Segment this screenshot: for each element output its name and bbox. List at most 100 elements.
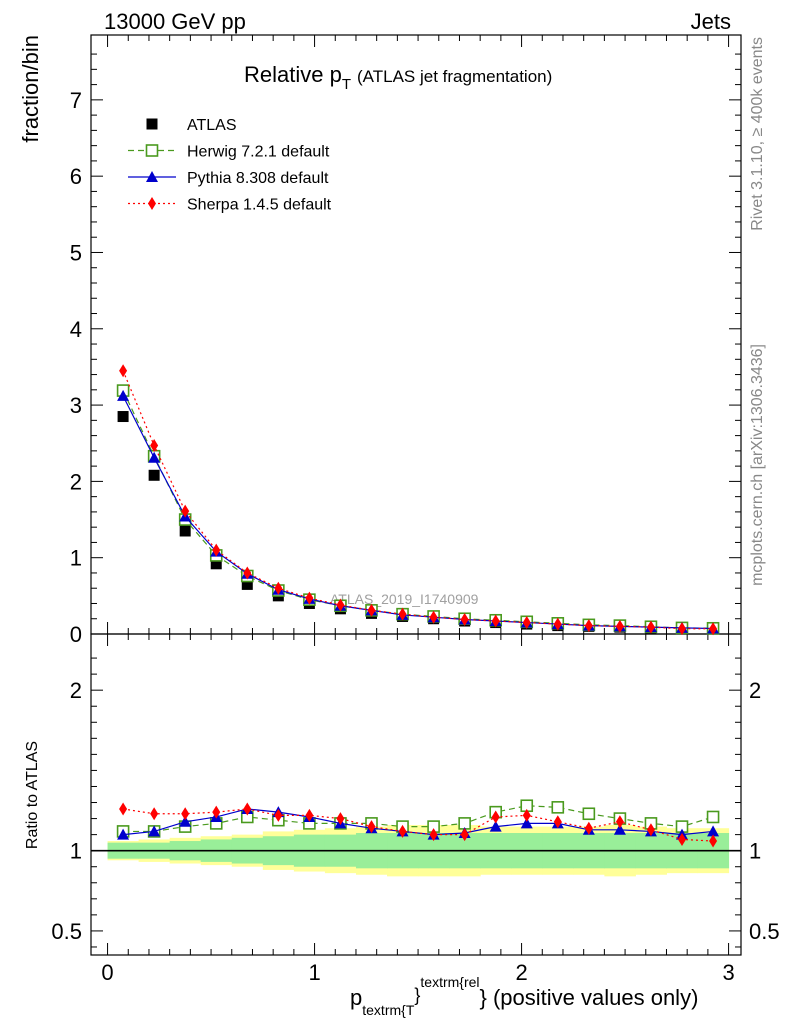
- title-suffix: (ATLAS jet fragmentation): [357, 67, 552, 86]
- legend-marker: [145, 144, 159, 157]
- legend-marker: [146, 171, 158, 182]
- data-point-ratio: [150, 807, 159, 821]
- data-point-main: [210, 558, 222, 570]
- header-right: Jets: [691, 9, 731, 34]
- data-point-ratio: [615, 815, 624, 829]
- title-sub: T: [342, 76, 351, 93]
- data-point-ratio: [119, 802, 128, 816]
- y-tick-label-ratio: 1: [70, 839, 82, 864]
- legend-marker: [146, 118, 158, 130]
- data-point-ratio: [212, 805, 221, 819]
- data-point-main: [615, 619, 624, 633]
- data-point-main: [243, 566, 252, 580]
- y-axis-label-main: fraction/bin: [18, 35, 43, 143]
- y-tick-label-ratio-right: 2: [749, 678, 761, 703]
- data-point-main: [179, 525, 191, 537]
- data-point-ratio: [117, 828, 130, 840]
- side-label-rivet: Rivet 3.1.10, ≥ 400k events: [749, 37, 766, 231]
- side-label-mcplots: mcplots.cern.ch [arXiv:1306.3436]: [749, 344, 766, 586]
- y-tick-label-main: 1: [70, 546, 82, 571]
- x-axis-label: ptextrm{T}textrm{rel} (positive values o…: [350, 974, 698, 1018]
- legend-label: Pythia 8.308 default: [187, 170, 329, 187]
- data-point-ratio: [520, 817, 533, 829]
- data-point-ratio: [707, 825, 720, 837]
- ratio-series-3: [119, 802, 718, 848]
- analysis-watermark: ATLAS_2019_I1740909: [330, 591, 479, 607]
- data-point-main: [460, 613, 469, 627]
- data-point-ratio: [274, 808, 283, 822]
- header-left: 13000 GeV pp: [104, 9, 246, 34]
- chart-title: Relative pT (ATLAS jet fragmentation): [244, 62, 552, 93]
- y-tick-label-main: 4: [70, 317, 82, 342]
- y-tick-label-ratio-right: 0.5: [749, 919, 780, 944]
- y-tick-label-ratio-right: 1: [749, 839, 761, 864]
- data-point-ratio: [584, 821, 593, 835]
- data-point-main: [678, 622, 687, 636]
- data-point-ratio: [429, 828, 438, 842]
- x-tick-label: 2: [515, 960, 527, 985]
- data-point-ratio: [398, 824, 407, 838]
- data-point-main: [148, 469, 160, 481]
- data-point-ratio: [582, 807, 596, 821]
- data-point-ratio: [489, 820, 502, 832]
- data-point-main: [429, 610, 438, 624]
- series-line-ratio: [122, 808, 714, 842]
- data-point-ratio: [551, 801, 565, 814]
- data-point-ratio: [491, 810, 500, 824]
- xlabel-brace: }: [414, 985, 420, 1005]
- data-point-main: [709, 622, 718, 636]
- data-point-main: [212, 543, 221, 557]
- title-main: Relative p: [244, 62, 342, 87]
- y-tick-label-main: 2: [70, 469, 82, 494]
- legend-label: ATLAS: [187, 117, 237, 134]
- data-point-main: [367, 603, 376, 617]
- data-point-ratio: [706, 810, 720, 824]
- x-tick-label: 3: [722, 960, 734, 985]
- data-point-ratio: [678, 832, 687, 846]
- data-point-ratio: [336, 812, 345, 826]
- data-point-ratio: [553, 815, 562, 829]
- data-point-main: [491, 614, 500, 628]
- data-point-main: [148, 451, 161, 463]
- data-point-main: [119, 364, 128, 378]
- series-line-main: [122, 370, 714, 630]
- legend-label: Sherpa 1.4.5 default: [187, 197, 332, 214]
- data-point-main: [117, 411, 129, 423]
- data-point-main: [241, 578, 253, 590]
- xlabel-rest: } (positive values only): [480, 985, 699, 1010]
- y-tick-label-main: 5: [70, 240, 82, 265]
- xlabel-sub: textrm{T: [362, 1002, 415, 1018]
- data-point-ratio: [179, 815, 192, 827]
- series-3: [119, 364, 718, 636]
- data-point-main: [117, 389, 130, 401]
- data-point-main: [646, 620, 655, 634]
- y-axis-label-ratio: Ratio to ATLAS: [24, 741, 41, 849]
- legend-label: Herwig 7.2.1 default: [187, 144, 330, 161]
- ratio-series-2: [117, 802, 720, 840]
- legend: ATLAS Herwig 7.2.1 default Pythia 8.308 de…: [128, 117, 332, 214]
- y-tick-label-main: 7: [70, 88, 82, 113]
- x-tick-label: 1: [308, 960, 320, 985]
- data-point-ratio: [522, 808, 531, 822]
- ratio-frame: [90, 633, 742, 956]
- legend-marker: [148, 197, 156, 210]
- data-point-main: [336, 598, 345, 612]
- xlabel-p: p: [350, 985, 362, 1010]
- y-tick-label-main: 3: [70, 393, 82, 418]
- data-point-ratio: [460, 828, 469, 842]
- y-tick-label-main: 0: [70, 622, 82, 647]
- y-tick-label-main: 6: [70, 164, 82, 189]
- data-point-main: [181, 504, 190, 518]
- tick-marks: [91, 35, 741, 955]
- data-point-ratio: [243, 802, 252, 816]
- data-point-ratio: [305, 808, 314, 822]
- data-point-main: [553, 617, 562, 631]
- data-point-main: [274, 581, 283, 595]
- data-point-main: [522, 616, 531, 630]
- data-point-main: [305, 591, 314, 605]
- data-point-ratio: [646, 823, 655, 837]
- y-tick-label-ratio: 0.5: [51, 919, 82, 944]
- data-point-ratio: [709, 834, 718, 848]
